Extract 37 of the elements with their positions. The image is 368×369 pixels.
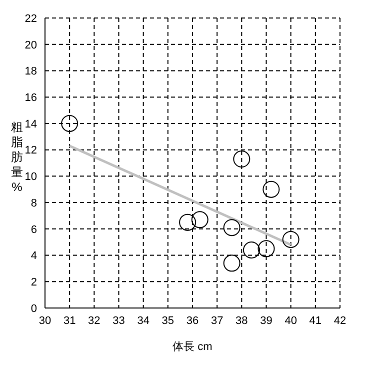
y-tick-label: 4: [30, 250, 37, 262]
y-tick-label: 18: [24, 66, 37, 78]
point: [258, 240, 275, 258]
point: [282, 230, 300, 248]
y-tick-label: 0: [30, 302, 37, 315]
y-tick-label: 6: [30, 224, 37, 236]
point: [223, 254, 240, 272]
point: [179, 214, 196, 231]
x-tick-label: 37: [210, 314, 224, 327]
x-tick-label: 32: [88, 314, 100, 327]
x-axis-title: 体長 cm: [172, 341, 212, 353]
x-tick-label: 35: [162, 314, 174, 327]
y-tick-label: 20: [24, 39, 37, 52]
x-tick-label: 34: [137, 314, 150, 327]
y-tick-label: 12: [24, 144, 37, 157]
y-tick-label: 2: [30, 276, 37, 289]
x-tick-label: 40: [284, 314, 297, 327]
x-tick-label: 33: [112, 314, 125, 327]
point: [243, 242, 260, 258]
y-tick-label: 22: [24, 12, 37, 25]
y-tick-label: 10: [24, 171, 37, 184]
x-tick-label: 42: [334, 314, 346, 327]
y-tick-label: 16: [24, 92, 37, 104]
x-tick-label: 31: [63, 314, 76, 327]
point: [233, 150, 250, 168]
x-tick-label: 41: [309, 314, 322, 327]
point: [262, 180, 280, 198]
point: [223, 219, 240, 236]
point: [61, 114, 78, 132]
x-tick-label: 30: [38, 314, 52, 327]
x-tick-label: 36: [186, 314, 199, 327]
x-tick-label: 38: [236, 314, 248, 327]
y-axis-title: 粗脂肪量%: [10, 120, 24, 195]
y-tick-label: 8: [30, 197, 37, 210]
y-tick-label: 14: [24, 118, 37, 130]
x-tick-label: 39: [260, 314, 272, 327]
point: [191, 211, 208, 228]
